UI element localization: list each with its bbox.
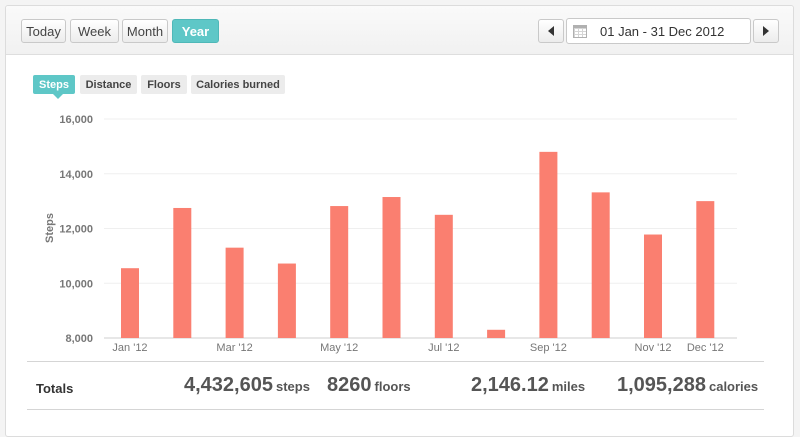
calendar-icon (573, 24, 587, 38)
date-range-field[interactable]: 01 Jan - 31 Dec 2012 (566, 18, 751, 44)
toolbar: Today Week Month Year 01 Jan - 31 Dec 20… (6, 6, 793, 55)
range-month-button[interactable]: Month (122, 19, 168, 43)
total-miles: 2,146.12 miles (471, 374, 585, 397)
range-year-button[interactable]: Year (172, 19, 219, 43)
total-floors-unit: floors (374, 379, 411, 394)
tab-floors[interactable]: Floors (141, 75, 187, 94)
tab-steps[interactable]: Steps (33, 75, 75, 99)
tab-calories-burned[interactable]: Calories burned (191, 75, 285, 94)
total-calories-value: 1,095,288 (617, 374, 706, 396)
total-steps: 4,432,605 steps (184, 374, 310, 397)
previous-period-button[interactable] (538, 19, 564, 43)
totals-bottom-divider (27, 409, 764, 410)
total-floors-value: 8260 (327, 374, 372, 396)
dashboard-card: Today Week Month Year 01 Jan - 31 Dec 20… (5, 5, 794, 437)
total-calories-unit: calories (708, 379, 759, 394)
range-week-button[interactable]: Week (70, 19, 119, 43)
total-steps-unit: steps (275, 379, 310, 394)
range-today-button[interactable]: Today (21, 19, 66, 43)
total-miles-value: 2,146.12 (471, 374, 549, 396)
total-miles-unit: miles (551, 379, 586, 394)
chevron-right-icon (763, 26, 769, 36)
total-floors: 8260 floors (327, 374, 411, 397)
total-steps-value: 4,432,605 (184, 374, 273, 396)
totals-top-divider (27, 361, 764, 362)
next-period-button[interactable] (753, 19, 779, 43)
total-calories: 1,095,288 calories (617, 374, 758, 397)
chevron-left-icon (548, 26, 554, 36)
tab-distance[interactable]: Distance (80, 75, 137, 94)
totals-label: Totals (36, 381, 74, 396)
date-range-text: 01 Jan - 31 Dec 2012 (600, 23, 725, 39)
